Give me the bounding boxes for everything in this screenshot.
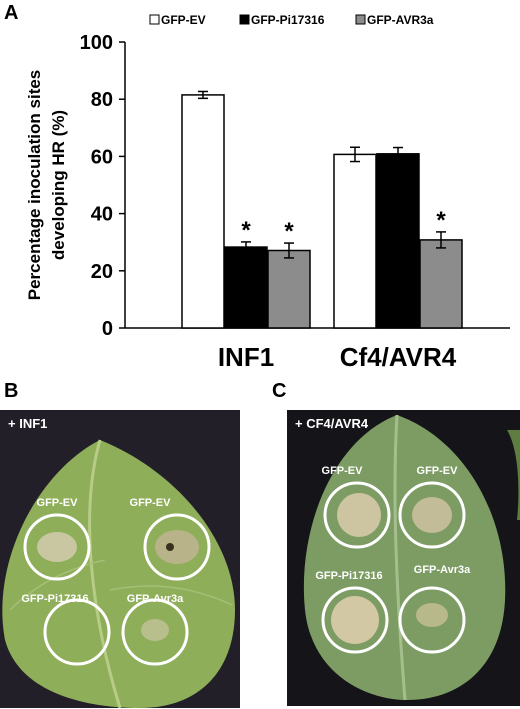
y-tick-label: 100 xyxy=(80,32,113,54)
y-axis-ticks: 0 20 40 60 80 100 xyxy=(80,32,125,340)
leaf-image-inf1: GFP-EV GFP-EV GFP-Pi17316 GFP-Avr3a xyxy=(0,410,240,708)
spot-label: GFP-Pi17316 xyxy=(21,593,88,605)
bar xyxy=(224,246,268,329)
spot-label: GFP-EV xyxy=(37,497,79,509)
legend-swatch xyxy=(149,14,160,25)
chart-legend: GFP-EV GFP-Pi17316 GFP-AVR3a xyxy=(149,13,434,27)
x-axis-categories: INF1 Cf4/AVR4 xyxy=(218,342,457,372)
y-axis-label-line: developing HR (%) xyxy=(49,110,68,260)
leaf-photo-cf4-avr4: GFP-EV GFP-EV GFP-Pi17316 GFP-Avr3a + CF… xyxy=(287,410,520,706)
legend-swatch xyxy=(239,14,250,25)
bar-chart: GFP-EV GFP-Pi17316 GFP-AVR3a Percentage in… xyxy=(25,13,510,372)
legend-label: GFP-Pi17316 xyxy=(251,13,325,27)
legend-label: GFP-AVR3a xyxy=(367,13,434,27)
bar xyxy=(376,153,420,329)
bar xyxy=(419,239,463,329)
legend-label: GFP-EV xyxy=(161,13,206,27)
bar xyxy=(333,153,377,329)
y-tick-label: 20 xyxy=(91,261,113,283)
bar-series: * * * xyxy=(181,90,463,329)
bar xyxy=(267,249,311,329)
significance-asterisk: * xyxy=(436,207,446,234)
y-axis-label-line: Percentage inoculation sites xyxy=(25,70,44,301)
significance-asterisk: * xyxy=(241,217,251,244)
leaf-photo-inf1: GFP-EV GFP-EV GFP-Pi17316 GFP-Avr3a + IN… xyxy=(0,410,240,708)
x-category-label: INF1 xyxy=(218,342,274,372)
photo-caption-cf4-avr4: + CF4/AVR4 xyxy=(295,416,369,431)
panel-label-b: B xyxy=(4,380,19,402)
y-tick-label: 80 xyxy=(91,89,113,111)
y-tick-label: 0 xyxy=(102,318,113,340)
spot-label: GFP-EV xyxy=(130,497,172,509)
bar xyxy=(181,94,225,329)
panel-label-c: C xyxy=(272,380,287,402)
spot-label: GFP-Avr3a xyxy=(414,564,471,576)
leaf-image-cf4-avr4: GFP-EV GFP-EV GFP-Pi17316 GFP-Avr3a xyxy=(287,410,520,706)
legend-swatch xyxy=(355,14,366,25)
y-axis-label: Percentage inoculation sites developing H… xyxy=(25,70,68,301)
y-tick-label: 40 xyxy=(91,204,113,226)
x-category-label: Cf4/AVR4 xyxy=(340,342,457,372)
y-tick-label: 60 xyxy=(91,146,113,168)
spot-label: GFP-EV xyxy=(417,465,459,477)
panel-label-a: A xyxy=(4,2,19,24)
significance-asterisk: * xyxy=(284,218,294,245)
spot-label: GFP-Pi17316 xyxy=(315,570,382,582)
photo-caption-inf1: + INF1 xyxy=(8,416,48,431)
spot-label: GFP-EV xyxy=(322,465,364,477)
spot-label: GFP-Avr3a xyxy=(127,593,184,605)
